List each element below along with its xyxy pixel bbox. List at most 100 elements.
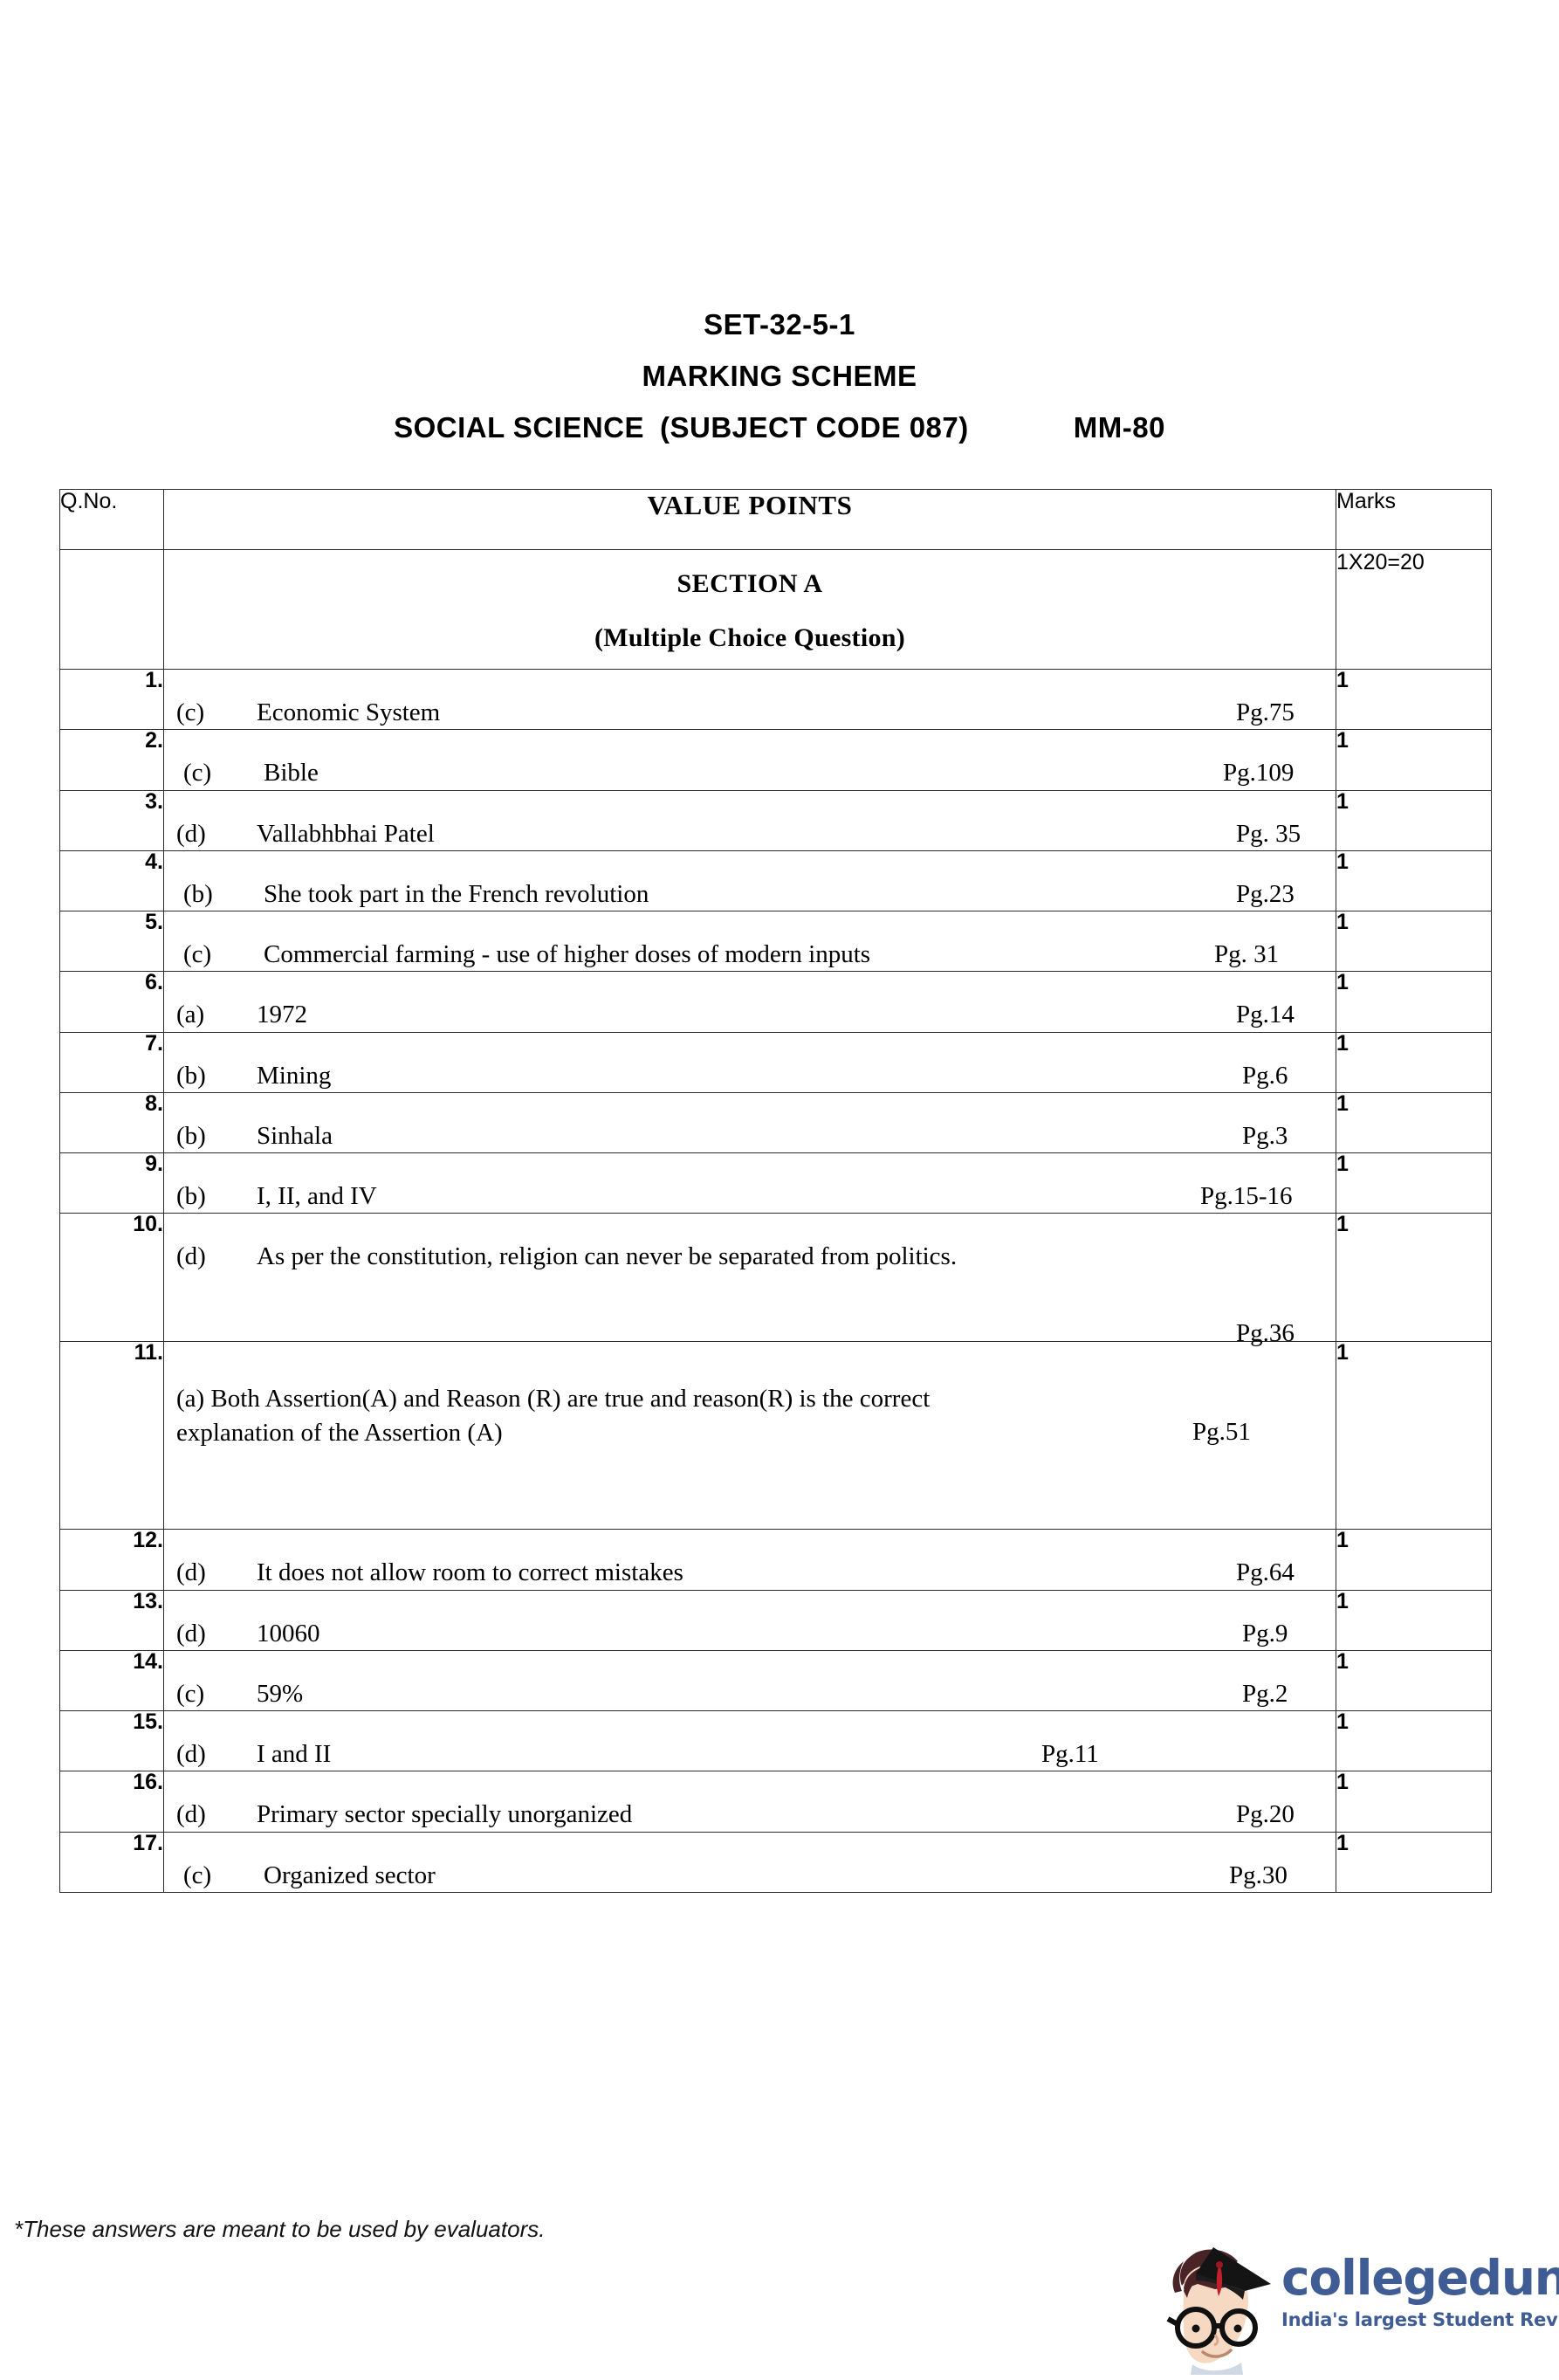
answer-text: Primary sector specially unorganized: [257, 1800, 633, 1829]
answer-cell: (b) Mining Pg.6: [163, 1031, 1336, 1093]
row-marks: 1: [1336, 1831, 1492, 1893]
answer-option: (c): [183, 1861, 212, 1889]
question-number: 2.: [59, 729, 164, 791]
question-number: 13.: [59, 1589, 164, 1651]
page-reference: Pg.30: [1229, 1861, 1288, 1889]
page-reference: Pg.23: [1236, 879, 1295, 908]
section-title: SECTION A: [676, 569, 823, 598]
answer-text-line2: explanation of the Assertion (A): [176, 1418, 503, 1447]
answer-text: I, II, and IV: [257, 1182, 377, 1211]
page-reference: Pg.3: [1242, 1121, 1288, 1150]
answer-option: (d): [176, 1619, 206, 1647]
answer-text: Commercial farming - use of higher doses…: [264, 940, 871, 969]
row-marks: 1: [1336, 789, 1492, 851]
answer-text: Organized sector: [264, 1861, 436, 1889]
document-type-title: MARKING SCHEME: [642, 360, 917, 392]
column-header-value-points: VALUE POINTS: [163, 489, 1336, 550]
answer-option: (b): [183, 879, 213, 908]
table-row: 2. (c) Bible Pg.109 1: [59, 729, 1492, 791]
row-marks: 1: [1336, 971, 1492, 1033]
table-row: 3. (d) Vallabhbhai Patel Pg. 35 1: [59, 789, 1492, 851]
logo-tagline: India's largest Student Review Platform: [1281, 2309, 1559, 2330]
section-header-row: SECTION A (Multiple Choice Question) 1X2…: [59, 549, 1492, 670]
answer-option: (d): [176, 1558, 206, 1587]
answer-option: (b): [176, 1061, 206, 1090]
row-marks: 1: [1336, 1710, 1492, 1772]
answer-cell: (c) Bible Pg.109: [163, 729, 1336, 791]
section-title-cell: SECTION A (Multiple Choice Question): [163, 549, 1336, 670]
question-number: 14.: [59, 1649, 164, 1712]
answer-text: Economic System: [257, 698, 441, 726]
table-row: 7. (b) Mining Pg.6 1: [59, 1031, 1492, 1093]
collegedunia-logo: collegedunia .com India's largest Studen…: [1161, 2240, 1559, 2380]
answer-cell: (c) Economic System Pg.75: [163, 668, 1336, 731]
answer-option: (b): [176, 1182, 206, 1211]
answer-cell: (d) As per the constitution, religion can…: [163, 1213, 1336, 1347]
answer-text: 10060: [257, 1619, 320, 1647]
page-reference: Pg.20: [1236, 1800, 1295, 1829]
answer-option: (d): [176, 1242, 206, 1271]
row-marks: 1: [1336, 1649, 1492, 1712]
answer-text: I and II: [257, 1740, 332, 1769]
table-row: 5. (c) Commercial farming - use of higher…: [59, 911, 1492, 973]
answer-cell: (c) 59% Pg.2: [163, 1649, 1336, 1712]
table-row: 10. (d) As per the constitution, religion…: [59, 1213, 1492, 1347]
table-row: 6. (a) 1972 Pg.14 1: [59, 971, 1492, 1033]
page-reference: Pg.75: [1236, 698, 1295, 726]
row-marks: 1: [1336, 1529, 1492, 1591]
page-reference: Pg.51: [1192, 1418, 1251, 1447]
table-row: 15. (d) I and II Pg.11 1: [59, 1710, 1492, 1772]
answer-cell: (d) It does not allow room to correct mis…: [163, 1529, 1336, 1591]
row-marks: 1: [1336, 1213, 1492, 1343]
question-number: 8.: [59, 1091, 164, 1154]
section-qno-cell: [59, 549, 164, 670]
logo-text-block: collegedunia .com India's largest Studen…: [1281, 2254, 1559, 2331]
answer-cell: (b) I, II, and IV Pg.15-16: [163, 1152, 1336, 1214]
table-row: 11. (a) Both Assertion(A) and Reason (R)…: [59, 1341, 1492, 1530]
question-number: 9.: [59, 1152, 164, 1214]
row-marks: 1: [1336, 1771, 1492, 1833]
table-row: 17. (c) Organized sector Pg.30 1: [59, 1831, 1492, 1893]
row-marks: 1: [1336, 668, 1492, 731]
answer-option: (b): [176, 1121, 206, 1150]
page-reference: Pg. 35: [1236, 819, 1301, 848]
question-number: 16.: [59, 1771, 164, 1833]
row-marks: 1: [1336, 1091, 1492, 1154]
answer-option: (d): [176, 819, 206, 848]
row-marks: 1: [1336, 1589, 1492, 1651]
column-header-qno: Q.No.: [59, 489, 164, 550]
page-reference: Pg. 31: [1214, 940, 1280, 969]
answer-cell: (d) 10060 Pg.9: [163, 1589, 1336, 1651]
answer-text: 1972: [257, 1001, 307, 1029]
answer-option: (a): [176, 1001, 205, 1029]
section-marks: 1X20=20: [1336, 549, 1492, 670]
row-marks: 1: [1336, 1152, 1492, 1214]
subject-name: SOCIAL SCIENCE: [394, 411, 644, 444]
table-row: 9. (b) I, II, and IV Pg.15-16 1: [59, 1152, 1492, 1214]
answer-cell: (d) Vallabhbhai Patel Pg. 35: [163, 789, 1336, 851]
table-row: 12. (d) It does not allow room to correct…: [59, 1529, 1492, 1591]
answer-option: (d): [176, 1800, 206, 1829]
answer-cell: (d) Primary sector specially unorganized …: [163, 1771, 1336, 1833]
question-number: 6.: [59, 971, 164, 1033]
answer-option: (c): [183, 940, 212, 969]
row-marks: 1: [1336, 1341, 1492, 1530]
page-reference: Pg.9: [1242, 1619, 1288, 1647]
answer-text: Vallabhbhai Patel: [257, 819, 435, 848]
table-row: 13. (d) 10060 Pg.9 1: [59, 1589, 1492, 1651]
answer-text: Mining: [257, 1061, 332, 1090]
table-row: 1. (c) Economic System Pg.75 1: [59, 668, 1492, 731]
table-row: 4. (b) She took part in the French revolu…: [59, 850, 1492, 912]
answer-text: She took part in the French revolution: [264, 879, 649, 908]
question-number: 12.: [59, 1529, 164, 1591]
page-reference: Pg.2: [1242, 1679, 1288, 1708]
row-marks: 1: [1336, 850, 1492, 912]
logo-brand-name: collegedunia: [1281, 2250, 1559, 2306]
answer-cell: (b) Sinhala Pg.3: [163, 1091, 1336, 1154]
marking-scheme-table: Q.No. VALUE POINTS Marks SECTION A (Mult…: [59, 489, 1492, 1893]
question-number: 17.: [59, 1831, 164, 1893]
table-row: 16. (d) Primary sector specially unorgani…: [59, 1771, 1492, 1833]
question-number: 4.: [59, 850, 164, 912]
answer-cell: (d) I and II Pg.11: [163, 1710, 1336, 1772]
answer-option: (c): [183, 759, 212, 788]
